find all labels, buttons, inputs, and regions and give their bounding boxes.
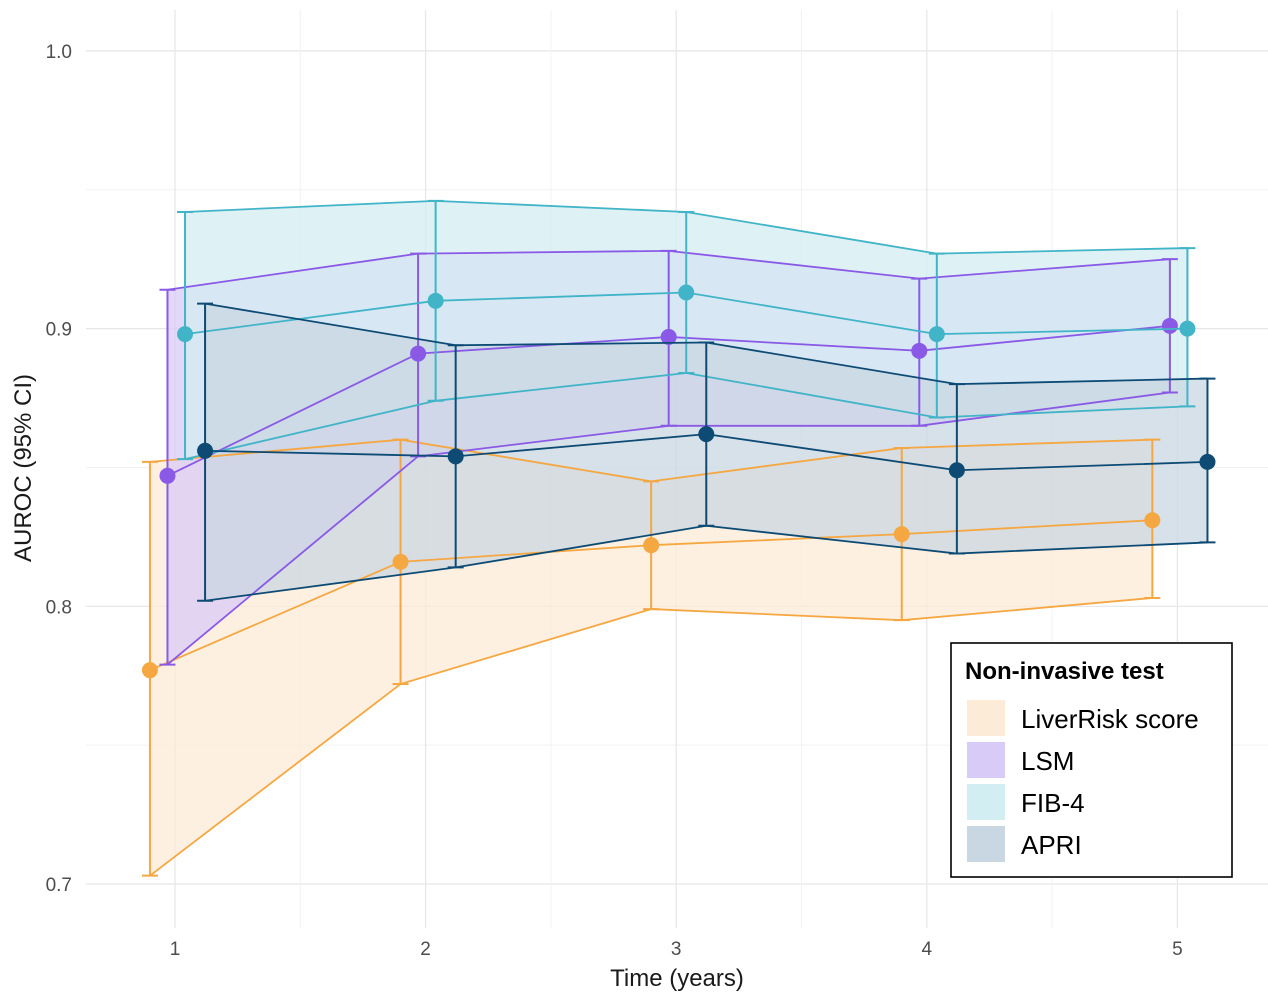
legend: Non-invasive test LiverRisk score LSM FIB-… bbox=[950, 642, 1233, 878]
lsm-series bbox=[159, 249, 1178, 666]
fib-4-series bbox=[177, 199, 1196, 461]
fib-4-point bbox=[177, 326, 194, 343]
lsm-point bbox=[911, 342, 928, 359]
legend-title: Non-invasive test bbox=[965, 658, 1164, 685]
apri-point bbox=[698, 426, 715, 443]
apri-legend-label: APRI bbox=[1021, 830, 1082, 860]
liverrisk-score-series bbox=[141, 438, 1161, 877]
liverrisk-score-legend-swatch bbox=[967, 700, 1005, 736]
x-tick-label: 1 bbox=[170, 939, 181, 960]
apri-point bbox=[948, 462, 965, 479]
liverrisk-score-point bbox=[392, 553, 409, 570]
x-tick-label: 4 bbox=[922, 939, 933, 960]
x-tick-label: 5 bbox=[1172, 939, 1183, 960]
fib-4-legend-swatch bbox=[967, 784, 1005, 820]
apri-legend-swatch bbox=[967, 826, 1005, 862]
fib-4-point bbox=[1179, 320, 1196, 337]
lsm-legend-swatch bbox=[967, 742, 1005, 778]
lsm-point bbox=[1161, 317, 1178, 334]
apri-series bbox=[197, 302, 1216, 602]
y-tick-label: 0.9 bbox=[46, 320, 72, 341]
lsm-point bbox=[159, 467, 176, 484]
apri-point bbox=[447, 448, 464, 465]
x-axis-title: Time (years) bbox=[610, 965, 744, 992]
legend-items: LiverRisk score LSM FIB-4 APRI bbox=[967, 700, 1199, 862]
y-tick-label: 0.7 bbox=[46, 875, 72, 896]
series-lines bbox=[141, 199, 1216, 877]
fib-4-point bbox=[427, 292, 444, 309]
liverrisk-score-point bbox=[893, 526, 910, 543]
apri-point bbox=[1199, 453, 1216, 470]
apri-point bbox=[197, 442, 214, 459]
lsm-point bbox=[660, 328, 677, 345]
y-tick-label: 0.8 bbox=[46, 597, 72, 618]
x-tick-label: 2 bbox=[420, 939, 431, 960]
lsm-point bbox=[410, 345, 427, 362]
fib-4-point bbox=[678, 284, 695, 301]
liverrisk-score-point bbox=[141, 662, 158, 679]
lsm-legend-label: LSM bbox=[1021, 746, 1074, 776]
fib-4-point bbox=[928, 326, 945, 343]
liverrisk-score-point bbox=[1144, 512, 1161, 529]
x-tick-label: 3 bbox=[671, 939, 682, 960]
y-tick-label: 1.0 bbox=[46, 42, 72, 63]
fib-4-legend-label: FIB-4 bbox=[1021, 788, 1085, 818]
liverrisk-score-legend-label: LiverRisk score bbox=[1021, 704, 1199, 734]
y-axis-title: AUROC (95% CI) bbox=[10, 374, 37, 562]
liverrisk-score-point bbox=[643, 537, 660, 554]
axes: 0.7 0.8 0.9 1.0 1 2 3 4 5 bbox=[46, 42, 1183, 960]
